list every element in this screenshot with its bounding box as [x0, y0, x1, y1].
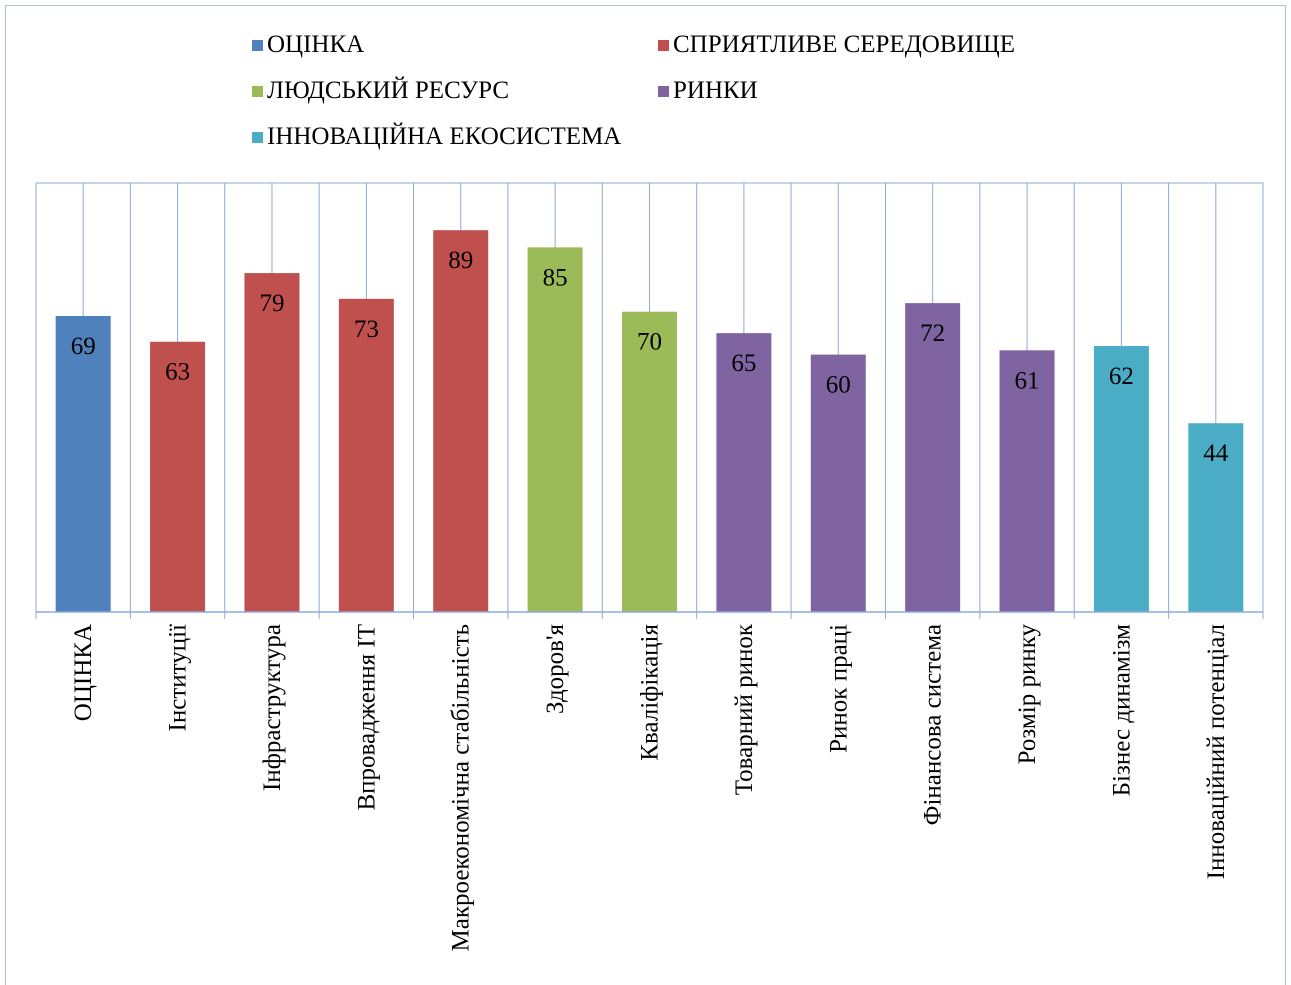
bar	[1188, 423, 1244, 612]
legend-swatch	[252, 39, 263, 51]
x-tick-label: Ринок праці	[825, 624, 852, 753]
data-label: 89	[448, 247, 473, 274]
bar	[244, 273, 300, 612]
legend-item: РИНКИ	[658, 77, 758, 105]
legend-swatch	[658, 39, 669, 51]
legend-label: ОЦІНКА	[267, 31, 365, 58]
bar	[433, 230, 489, 612]
bar	[905, 303, 961, 612]
x-tick-label: Розмір ринку	[1014, 624, 1041, 765]
x-tick-label: ОЦІНКА	[70, 624, 97, 721]
data-label: 62	[1109, 363, 1134, 390]
data-label: 44	[1203, 440, 1229, 467]
x-tick-label: Здоров'я	[542, 624, 569, 714]
x-tick-label: Інфраструктура	[259, 624, 286, 791]
data-label: 85	[543, 264, 568, 291]
bar	[150, 341, 206, 612]
legend-label: ЛЮДСЬКИЙ РЕСУРС	[267, 77, 509, 104]
data-label: 79	[259, 290, 284, 317]
legend-item: ЛЮДСЬКИЙ РЕСУРС	[252, 77, 509, 105]
bar	[527, 247, 583, 612]
x-tick-label: Фінансова система	[920, 624, 947, 825]
legend-label: ІННОВАЦІЙНА ЕКОСИСТЕМА	[267, 123, 622, 150]
data-label: 65	[731, 350, 756, 377]
data-label: 73	[354, 316, 379, 343]
bar	[999, 350, 1055, 612]
bar	[338, 298, 394, 612]
data-label: 69	[71, 333, 96, 360]
x-tick-label: Впровадження ІТ	[353, 624, 380, 811]
legend-swatch	[252, 85, 263, 97]
legend-label: РИНКИ	[673, 77, 758, 104]
legend-label: СПРИЯТЛИВЕ СЕРЕДОВИЩЕ	[673, 31, 1016, 58]
bar	[1093, 346, 1149, 612]
data-label: 63	[165, 359, 190, 386]
data-label: 70	[637, 329, 662, 356]
x-tick-label: Макроекономічна стабільність	[448, 624, 475, 951]
x-tick-label: Бізнес динамізм	[1108, 624, 1135, 796]
bar	[55, 315, 111, 612]
legend-swatch	[658, 85, 669, 97]
bar	[622, 311, 677, 612]
bar	[810, 354, 866, 612]
legend-item: ОЦІНКА	[252, 31, 364, 59]
x-tick-label: Інституції	[165, 624, 192, 732]
x-tick-label: Кваліфікація	[637, 623, 664, 760]
x-tick-label: Товарний ринок	[731, 623, 758, 795]
legend: ОЦІНКА СПРИЯТЛИВЕ СЕРЕДОВИЩЕ ЛЮДСЬКИЙ РЕСУ…	[0, 0, 1291, 170]
legend-item: СПРИЯТЛИВЕ СЕРЕДОВИЩЕ	[658, 31, 1015, 59]
bar	[716, 333, 772, 612]
legend-swatch	[252, 131, 263, 143]
data-label: 61	[1015, 367, 1040, 394]
legend-item: ІННОВАЦІЙНА ЕКОСИСТЕМА	[252, 123, 621, 151]
data-label: 60	[826, 372, 851, 399]
data-label: 72	[920, 320, 945, 347]
x-tick-label: Інноваційний потенціал	[1203, 624, 1230, 879]
